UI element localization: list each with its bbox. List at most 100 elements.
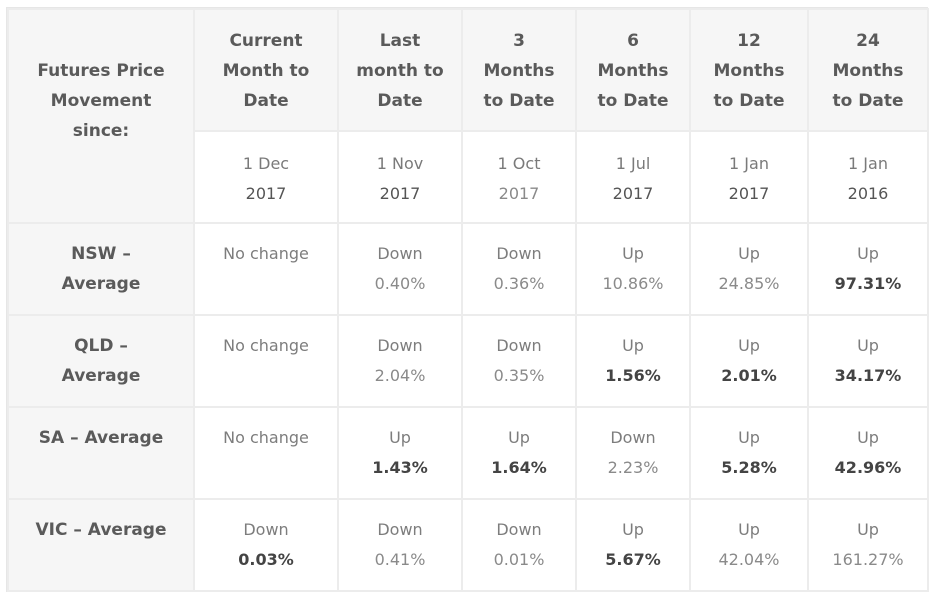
column-header: Current Month to Date [193,8,339,132]
column-header-line: Date [377,91,423,111]
direction-text: Up [389,428,411,447]
percent-text: 1.43% [372,458,428,477]
column-header-line: Months [713,61,785,81]
table-cell: Down 2.23% [575,406,691,500]
date-cell: 1 Jan 2016 [807,130,929,224]
direction-text: Up [508,428,530,447]
direction-text: Down [496,336,542,355]
direction-text: Down [610,428,656,447]
row-label: QLD – Average [7,314,195,408]
table-row: NSW – Average No change Down 0.40% Down 0.… [7,222,929,316]
direction-text: Up [857,428,879,447]
column-header-line: 12 [737,31,761,51]
date-row: 1 Dec 2017 1 Nov 2017 1 Oct 2017 1 Jul 2… [8,130,929,224]
table-cell: Up 1.64% [461,406,577,500]
table-cell: Up 10.86% [575,222,691,316]
table-cell: Up 42.96% [807,406,929,500]
date-cell: 1 Dec 2017 [193,130,339,224]
row-label-line: VIC – Average [35,520,167,540]
table-cell: Up 97.31% [807,222,929,316]
direction-text: Up [857,336,879,355]
direction-text: Down [377,244,423,263]
date-year: 2017 [728,184,770,203]
direction-text: No change [223,336,309,355]
column-header-line: to Date [832,91,904,111]
date-day-month: 1 Dec [242,154,290,173]
table-cell: Up 1.43% [337,406,463,500]
percent-text: 0.35% [493,366,545,385]
percent-text: 1.64% [491,458,547,477]
column-header: 12 Months to Date [689,8,809,132]
corner-label-line: since: [72,121,130,141]
percent-text: 0.41% [374,550,426,569]
column-header-line: 6 [627,31,639,51]
direction-text: Down [496,244,542,263]
percent-text: 2.23% [607,458,659,477]
table-cell: Down 0.03% [193,498,339,592]
date-year: 2017 [245,184,287,203]
table-cell: Down 0.40% [337,222,463,316]
table-cell: Up 24.85% [689,222,809,316]
percent-text: 0.01% [493,550,545,569]
column-header: 6 Months to Date [575,8,691,132]
percent-text: 2.04% [374,366,426,385]
column-header-line: Date [243,91,289,111]
column-header-line: to Date [483,91,555,111]
column-header: 24 Months to Date [807,8,929,132]
table-cell: Up 34.17% [807,314,929,408]
column-header: Last month to Date [337,8,463,132]
direction-text: Up [738,520,760,539]
table-cell: Down 2.04% [337,314,463,408]
direction-text: Down [377,520,423,539]
percent-text: 42.96% [834,458,902,477]
direction-text: No change [223,244,309,263]
corner-label-line: Movement [50,91,152,111]
date-cell: 1 Oct 2017 [461,130,577,224]
column-header-line: Months [597,61,669,81]
column-header-line: Month to [222,61,310,81]
column-header-line: Current [229,31,303,51]
percent-text: 0.03% [238,550,294,569]
date-day-month: 1 Jul [615,154,651,173]
percent-text: 1.56% [605,366,661,385]
percent-text: 97.31% [834,274,902,293]
column-header-line: Months [832,61,904,81]
table-cell: Up 161.27% [807,498,929,592]
date-year: 2017 [498,184,540,203]
header-row: Futures Price Movement since: Current Mo… [7,8,929,224]
row-label: SA – Average [7,406,195,500]
percent-text: 0.36% [493,274,545,293]
date-day-month: 1 Oct [497,154,541,173]
table-cell: Up 1.56% [575,314,691,408]
table-cell: Down 0.01% [461,498,577,592]
percent-text: 34.17% [834,366,902,385]
table-cell: Up 2.01% [689,314,809,408]
column-header-line: Months [483,61,555,81]
table-row: QLD – Average No change Down 2.04% Down 0.… [7,314,929,408]
percent-text: 5.28% [721,458,777,477]
column-header-line: to Date [713,91,785,111]
date-day-month: 1 Jan [848,154,888,173]
row-label: NSW – Average [7,222,195,316]
direction-text: Up [857,244,879,263]
direction-text: Up [622,520,644,539]
table-cell: Down 0.35% [461,314,577,408]
direction-text: Up [738,428,760,447]
table-cell: Up 5.28% [689,406,809,500]
table-cell: Up 42.04% [689,498,809,592]
column-header-line: 24 [856,31,880,51]
row-label-line: SA – Average [38,428,164,448]
date-day-month: 1 Jan [729,154,769,173]
direction-text: Up [622,244,644,263]
table-cell: Down 0.36% [461,222,577,316]
direction-text: Down [377,336,423,355]
row-label-line: QLD – [74,336,128,356]
table-cell: Down 0.41% [337,498,463,592]
table-cell: No change [193,406,339,500]
table-cell: No change [193,314,339,408]
direction-text: Up [857,520,879,539]
direction-text: No change [223,428,309,447]
date-cell: 1 Nov 2017 [337,130,463,224]
futures-price-table: Futures Price Movement since: Current Mo… [7,8,929,592]
date-cell: 1 Jan 2017 [689,130,809,224]
